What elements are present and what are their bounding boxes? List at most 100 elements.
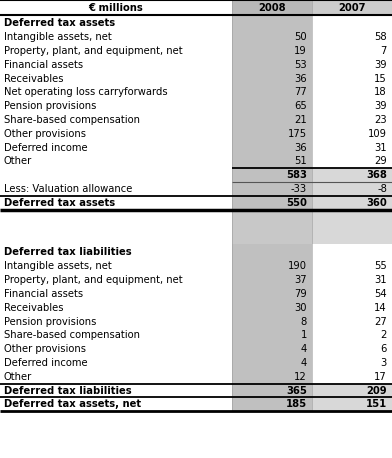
Text: 36: 36 bbox=[294, 142, 307, 153]
Text: 30: 30 bbox=[294, 303, 307, 313]
Text: 109: 109 bbox=[368, 129, 387, 139]
Bar bbox=[232, 210, 312, 244]
Text: Pension provisions: Pension provisions bbox=[4, 316, 96, 327]
Text: 37: 37 bbox=[294, 275, 307, 285]
Bar bbox=[232, 273, 312, 287]
Bar bbox=[232, 356, 312, 370]
Text: 65: 65 bbox=[294, 101, 307, 111]
Text: 3: 3 bbox=[381, 358, 387, 368]
Text: 14: 14 bbox=[374, 303, 387, 313]
Bar bbox=[312, 398, 392, 411]
Text: 77: 77 bbox=[294, 87, 307, 98]
Bar bbox=[232, 182, 312, 196]
Text: Other: Other bbox=[4, 372, 32, 382]
Text: 365: 365 bbox=[286, 386, 307, 396]
Text: 175: 175 bbox=[288, 129, 307, 139]
Bar bbox=[232, 398, 312, 411]
Text: 54: 54 bbox=[374, 289, 387, 299]
Bar bbox=[232, 244, 312, 259]
Text: Net operating loss carryforwards: Net operating loss carryforwards bbox=[4, 87, 168, 98]
Text: Deferred tax liabilities: Deferred tax liabilities bbox=[4, 386, 132, 396]
Text: 151: 151 bbox=[366, 399, 387, 409]
Text: 36: 36 bbox=[294, 74, 307, 84]
Bar bbox=[232, 154, 312, 169]
Bar bbox=[312, 384, 392, 398]
Bar bbox=[232, 15, 312, 30]
Text: -8: -8 bbox=[377, 184, 387, 194]
Text: 185: 185 bbox=[286, 399, 307, 409]
Text: 50: 50 bbox=[294, 32, 307, 42]
Bar bbox=[312, 0, 392, 15]
Text: Intangible assets, net: Intangible assets, net bbox=[4, 32, 112, 42]
Text: 2008: 2008 bbox=[258, 3, 286, 12]
Text: 27: 27 bbox=[374, 316, 387, 327]
Text: Less: Valuation allowance: Less: Valuation allowance bbox=[4, 184, 132, 194]
Text: 17: 17 bbox=[374, 372, 387, 382]
Text: Other: Other bbox=[4, 157, 32, 166]
Text: 2: 2 bbox=[381, 330, 387, 340]
Text: 39: 39 bbox=[374, 101, 387, 111]
Text: 39: 39 bbox=[374, 60, 387, 70]
Bar bbox=[232, 328, 312, 342]
Text: 190: 190 bbox=[288, 262, 307, 271]
Text: Share-based compensation: Share-based compensation bbox=[4, 115, 140, 125]
Bar bbox=[232, 384, 312, 398]
Text: Receivables: Receivables bbox=[4, 303, 64, 313]
Text: 18: 18 bbox=[374, 87, 387, 98]
Bar bbox=[232, 86, 312, 99]
Text: 583: 583 bbox=[286, 170, 307, 180]
Text: 79: 79 bbox=[294, 289, 307, 299]
Text: -33: -33 bbox=[291, 184, 307, 194]
Text: Financial assets: Financial assets bbox=[4, 60, 83, 70]
Text: € millions: € millions bbox=[89, 3, 143, 12]
Bar bbox=[232, 259, 312, 273]
Text: 51: 51 bbox=[294, 157, 307, 166]
Text: Property, plant, and equipment, net: Property, plant, and equipment, net bbox=[4, 46, 183, 56]
Text: 8: 8 bbox=[301, 316, 307, 327]
Text: 4: 4 bbox=[301, 344, 307, 354]
Text: 1: 1 bbox=[301, 330, 307, 340]
Bar bbox=[232, 169, 312, 182]
Bar bbox=[312, 196, 392, 210]
Bar bbox=[232, 287, 312, 301]
Text: 19: 19 bbox=[294, 46, 307, 56]
Text: Other provisions: Other provisions bbox=[4, 344, 86, 354]
Text: 550: 550 bbox=[286, 198, 307, 208]
Text: 209: 209 bbox=[367, 386, 387, 396]
Text: 6: 6 bbox=[381, 344, 387, 354]
Bar bbox=[232, 301, 312, 315]
Text: 368: 368 bbox=[366, 170, 387, 180]
Bar bbox=[232, 99, 312, 113]
Text: Deferred tax assets: Deferred tax assets bbox=[4, 198, 115, 208]
Text: 58: 58 bbox=[374, 32, 387, 42]
Text: 2007: 2007 bbox=[338, 3, 366, 12]
Text: 23: 23 bbox=[374, 115, 387, 125]
Bar bbox=[232, 72, 312, 86]
Text: Deferred tax assets, net: Deferred tax assets, net bbox=[4, 399, 141, 409]
Text: Receivables: Receivables bbox=[4, 74, 64, 84]
Text: Pension provisions: Pension provisions bbox=[4, 101, 96, 111]
Bar bbox=[312, 210, 392, 244]
Bar bbox=[232, 315, 312, 328]
Text: 31: 31 bbox=[374, 142, 387, 153]
Text: 7: 7 bbox=[381, 46, 387, 56]
Text: Other provisions: Other provisions bbox=[4, 129, 86, 139]
Text: 55: 55 bbox=[374, 262, 387, 271]
Bar bbox=[232, 141, 312, 154]
Bar bbox=[232, 196, 312, 210]
Text: Deferred income: Deferred income bbox=[4, 142, 88, 153]
Bar bbox=[232, 0, 312, 15]
Text: 53: 53 bbox=[294, 60, 307, 70]
Text: 4: 4 bbox=[301, 358, 307, 368]
Text: Deferred tax liabilities: Deferred tax liabilities bbox=[4, 247, 132, 257]
Bar bbox=[312, 169, 392, 182]
Text: 15: 15 bbox=[374, 74, 387, 84]
Text: Property, plant, and equipment, net: Property, plant, and equipment, net bbox=[4, 275, 183, 285]
Text: Share-based compensation: Share-based compensation bbox=[4, 330, 140, 340]
Bar bbox=[232, 127, 312, 141]
Bar bbox=[232, 342, 312, 356]
Text: Financial assets: Financial assets bbox=[4, 289, 83, 299]
Bar bbox=[232, 44, 312, 58]
Bar bbox=[232, 30, 312, 44]
Bar bbox=[232, 58, 312, 72]
